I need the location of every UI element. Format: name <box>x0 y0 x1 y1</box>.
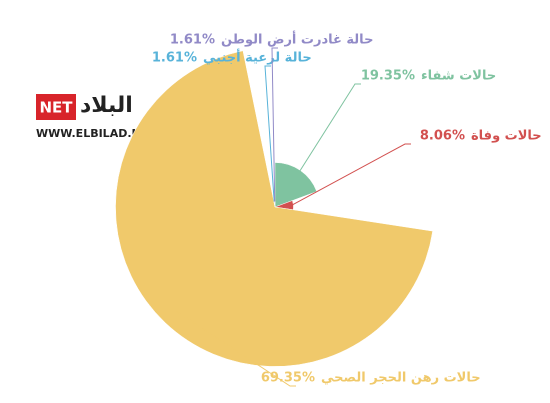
pie-slice <box>274 162 318 208</box>
logo: NET البلاد WWW.ELBILAD.NET <box>36 93 156 140</box>
value-label: 19.35% <box>361 69 415 84</box>
leader-line <box>271 47 278 202</box>
category-label: حالة غادرت أرض الوطن <box>221 31 373 48</box>
leader-line <box>291 143 411 206</box>
category-label: حالة لرعية أجنبي <box>203 49 312 66</box>
value-label: 8.06% <box>420 129 465 144</box>
category-label: حالات رهن الحجر الصحي <box>321 371 481 386</box>
logo-brand: البلاد <box>80 93 133 118</box>
logo-suffix: NET <box>39 99 73 117</box>
category-label: حالات وفاة <box>471 129 542 144</box>
logo-box <box>36 94 76 120</box>
leader-line <box>297 83 361 175</box>
leader-line <box>264 65 275 202</box>
pie-slice <box>115 50 433 367</box>
category-label: حالات شفاء <box>421 69 496 84</box>
value-label: 69.35% <box>261 371 315 386</box>
logo-url: WWW.ELBILAD.NET <box>36 127 156 140</box>
leader-line <box>175 310 296 387</box>
value-label: 1.61% <box>152 51 197 66</box>
value-label: 1.61% <box>170 33 215 48</box>
